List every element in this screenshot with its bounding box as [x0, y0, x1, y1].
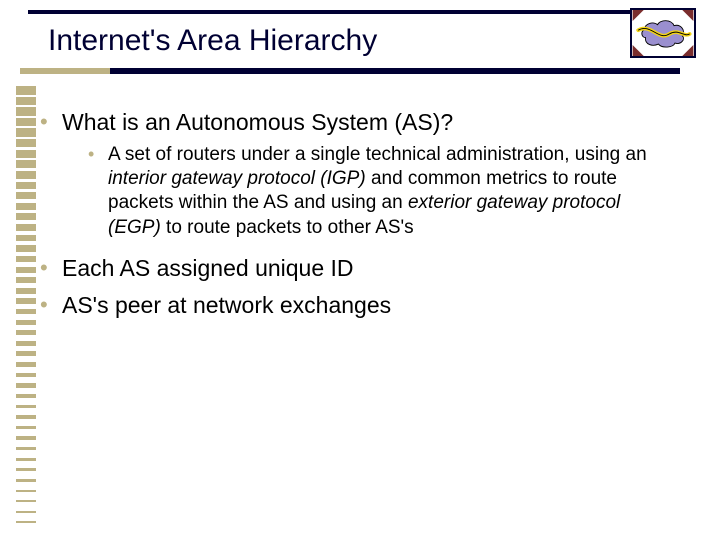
side-stripe — [16, 341, 36, 346]
logo-corner-tr — [682, 10, 693, 21]
logo-corner-br — [682, 45, 693, 56]
side-stripe — [16, 298, 36, 304]
text-fragment: A set of routers under a single technica… — [108, 144, 647, 165]
side-stripe — [16, 224, 36, 231]
logo-corner-tl — [633, 10, 644, 21]
content-area: What is an Autonomous System (AS)? A set… — [40, 100, 690, 326]
side-stripe — [16, 192, 36, 199]
side-stripe — [16, 235, 36, 242]
side-stripe — [16, 426, 36, 430]
side-stripe — [16, 521, 36, 523]
side-stripe — [16, 479, 36, 482]
side-stripe — [16, 107, 36, 116]
side-stripe — [16, 405, 36, 409]
bullet-as-definition: A set of routers under a single technica… — [88, 143, 648, 240]
top-rule — [28, 10, 678, 14]
side-stripe — [16, 118, 36, 126]
side-stripe — [16, 511, 36, 513]
side-stripe — [16, 500, 36, 502]
side-stripe — [16, 128, 36, 136]
text-fragment: to route packets to other AS's — [161, 217, 414, 238]
side-stripe — [16, 330, 36, 335]
side-stripe — [16, 245, 36, 251]
side-stripe — [16, 160, 36, 168]
title-underline — [20, 68, 680, 74]
bullet-what-is-as: What is an Autonomous System (AS)? — [40, 108, 690, 137]
side-stripe — [16, 351, 36, 356]
side-stripe — [16, 373, 36, 377]
side-stripe — [16, 415, 36, 419]
side-stripe — [16, 171, 36, 179]
side-stripe — [16, 362, 36, 367]
side-stripe — [16, 288, 36, 294]
side-stripe — [16, 490, 36, 493]
side-stripe — [16, 436, 36, 439]
bullet-unique-id: Each AS assigned unique ID — [40, 254, 690, 283]
side-stripe — [16, 150, 36, 158]
side-stripe — [16, 267, 36, 273]
side-stripe — [16, 447, 36, 450]
title-underline-tan — [20, 68, 110, 74]
bullet-peer-exchanges: AS's peer at network exchanges — [40, 291, 690, 320]
side-stripe — [16, 139, 36, 147]
side-stripe — [16, 203, 36, 210]
side-stripe — [16, 320, 36, 325]
side-stripe — [16, 97, 36, 106]
side-stripe — [16, 383, 36, 387]
slide-logo — [630, 8, 696, 58]
title-underline-dark — [110, 68, 680, 74]
side-stripe — [16, 458, 36, 461]
side-stripe — [16, 394, 36, 398]
side-stripe — [16, 256, 36, 262]
logo-corner-bl — [633, 45, 644, 56]
side-stripe — [16, 309, 36, 314]
side-stripe — [16, 86, 36, 95]
side-stripes — [16, 86, 36, 532]
side-stripe — [16, 277, 36, 283]
side-stripe — [16, 182, 36, 189]
side-stripe — [16, 468, 36, 471]
side-stripe — [16, 213, 36, 220]
slide-title: Internet's Area Hierarchy — [48, 24, 377, 58]
text-igp: interior gateway protocol (IGP) — [108, 168, 366, 189]
